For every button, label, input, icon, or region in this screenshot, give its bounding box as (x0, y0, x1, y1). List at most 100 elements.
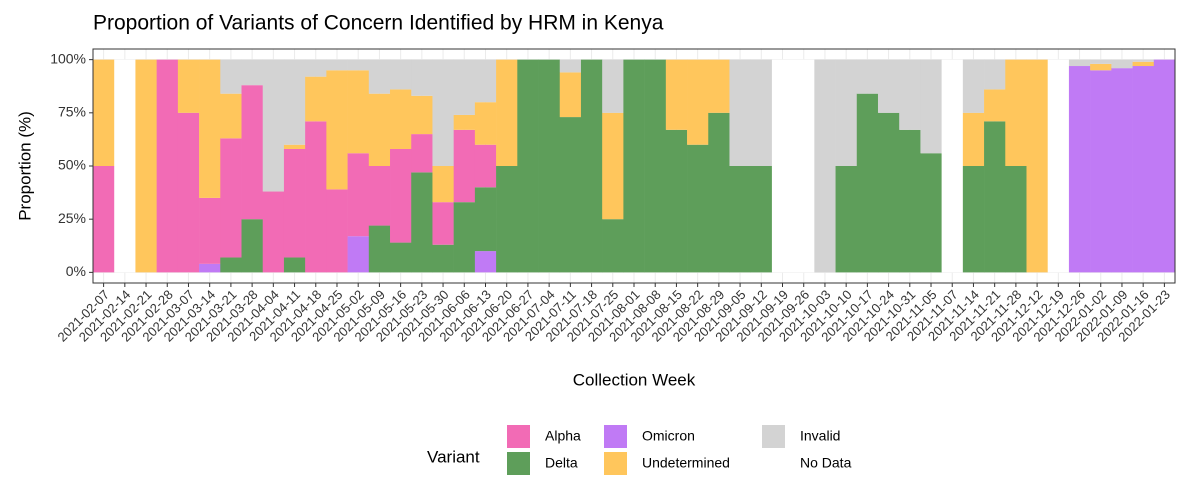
bar-segment (623, 59, 645, 273)
bar-segment (856, 93, 879, 273)
bar-segment (750, 59, 773, 166)
x-axis-label: Collection Week (573, 370, 696, 389)
bar-segment (368, 59, 391, 94)
bar-segment (326, 70, 348, 190)
bar-segment (220, 93, 242, 139)
bar-segment (941, 59, 964, 273)
bar-segment (305, 121, 327, 273)
bar-segment (1132, 59, 1155, 62)
bar-segment (411, 95, 433, 135)
bar-segment (1132, 61, 1155, 67)
legend-label: Delta (545, 455, 578, 471)
bar-segment (474, 102, 497, 145)
bar-segment (602, 219, 624, 273)
bar-segment (453, 114, 476, 130)
bar-segment (453, 59, 476, 115)
bar-segment (729, 166, 751, 273)
bar-segment (262, 191, 285, 273)
bar-segment (835, 166, 858, 273)
bar-segment (220, 138, 242, 258)
bar-segment (93, 59, 115, 166)
bar-segment (411, 59, 433, 96)
bar-segment (177, 59, 200, 113)
bar-segment (687, 59, 709, 145)
bar-segment (93, 166, 115, 273)
legend-label: Alpha (545, 428, 581, 444)
bar-segment (1132, 66, 1155, 273)
legend-key (604, 452, 627, 475)
bar-segment (602, 59, 624, 113)
bar-segment (390, 242, 412, 273)
bar-segment (1111, 59, 1133, 69)
y-tick-label: 75% (58, 104, 86, 120)
bar-segment (877, 59, 900, 113)
bar-segment (368, 225, 391, 273)
y-tick-label: 25% (58, 210, 86, 226)
legend-key (604, 425, 627, 448)
bar-segment (1005, 166, 1027, 273)
bar-segment (962, 166, 985, 273)
bar-segment (347, 236, 370, 273)
bar-segment (665, 129, 688, 273)
bar-segment (390, 148, 412, 243)
bar-segment (220, 257, 242, 273)
bar-segment (326, 189, 348, 273)
legend-label: Omicron (642, 428, 695, 444)
bar-segment (326, 59, 348, 71)
bar-segment (305, 59, 327, 77)
bar-segment (305, 76, 327, 122)
y-axis-label: Proportion (%) (15, 111, 34, 221)
bar-segment (262, 59, 285, 192)
legend-label: No Data (800, 455, 852, 471)
bar-segment (1026, 59, 1049, 273)
legend-key (762, 452, 785, 475)
legend-key (762, 425, 785, 448)
bar-segment (580, 59, 603, 273)
bar-segment (1111, 68, 1133, 273)
bar-segment (390, 89, 412, 149)
y-tick-label: 0% (66, 263, 86, 279)
bar-segment (750, 166, 773, 273)
legend-key (507, 425, 530, 448)
bar-segment (708, 59, 730, 113)
bar-segment (771, 59, 794, 273)
legend-label: Invalid (800, 428, 840, 444)
bar-segment (432, 59, 454, 166)
bar-segment (1068, 66, 1091, 273)
bar-segment (474, 187, 497, 252)
bar-segment (1090, 70, 1112, 273)
bar-segment (432, 244, 454, 273)
bar-segment (390, 59, 412, 90)
bar-segment (793, 59, 815, 273)
bar-segment (411, 172, 433, 273)
bar-segment (199, 263, 221, 273)
bar-segment (474, 144, 497, 188)
bar-segment (241, 85, 264, 220)
bar-segment (156, 59, 179, 273)
bar-segment (347, 153, 370, 237)
bar-segment (496, 59, 518, 166)
y-tick-label: 100% (50, 50, 86, 66)
bar-segment (708, 112, 730, 273)
legend-title: Variant (427, 447, 480, 466)
bar-segment (347, 59, 370, 71)
bar-segment (1047, 59, 1070, 273)
bar-segment (920, 59, 942, 154)
bar-segment (220, 59, 242, 94)
bar-segment (920, 153, 942, 273)
bar-segment (517, 59, 539, 273)
bar-segment (856, 59, 879, 94)
bar-segment (559, 72, 582, 118)
bar-segment (962, 112, 985, 166)
bar-segment (1090, 59, 1112, 64)
bar-segment (899, 129, 921, 273)
bar-segment (1068, 59, 1091, 67)
bar-segment (411, 134, 433, 173)
bar-segment (283, 257, 306, 273)
bar-segment (368, 166, 391, 226)
bar-segment (241, 219, 264, 273)
bar-segment (283, 148, 306, 258)
bar-segment (368, 93, 391, 166)
bar-segment (1153, 59, 1176, 273)
